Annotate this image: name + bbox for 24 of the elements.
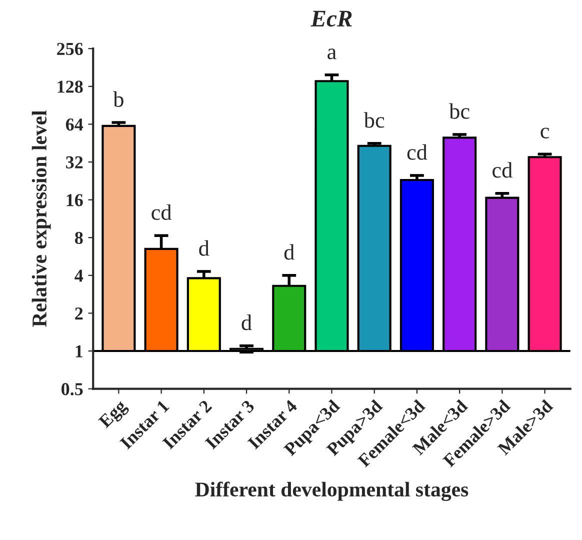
annotation: b bbox=[113, 91, 124, 107]
x-axis-title: Different developmental stages bbox=[195, 482, 468, 501]
y-tick-label: 0.5 bbox=[62, 383, 83, 396]
annotation: bc bbox=[364, 112, 384, 128]
annotation: cd bbox=[152, 204, 172, 220]
y-tick-label: 128 bbox=[58, 80, 83, 93]
y-tick-label: 16 bbox=[66, 194, 83, 206]
y-axis-title: Relative expression level bbox=[32, 110, 51, 327]
annotation: bc bbox=[449, 103, 470, 119]
y-tick-label: 4 bbox=[74, 270, 84, 282]
y-tick-label: 256 bbox=[57, 42, 83, 56]
y-tick-label: 1 bbox=[76, 345, 82, 358]
y-tick-label: 8 bbox=[74, 232, 83, 244]
annotation: d bbox=[242, 314, 252, 330]
annotation: a bbox=[328, 48, 336, 60]
annotation: cd bbox=[407, 144, 428, 160]
annotation: cd bbox=[492, 162, 512, 178]
y-tick-label: 2 bbox=[75, 308, 83, 320]
chart-title: EcR bbox=[310, 10, 352, 27]
annotation: d bbox=[199, 240, 210, 256]
annotation: d bbox=[284, 244, 294, 260]
y-tick-label: 32 bbox=[66, 156, 83, 168]
annotation: c bbox=[540, 128, 550, 138]
y-tick-label: 64 bbox=[66, 118, 84, 131]
